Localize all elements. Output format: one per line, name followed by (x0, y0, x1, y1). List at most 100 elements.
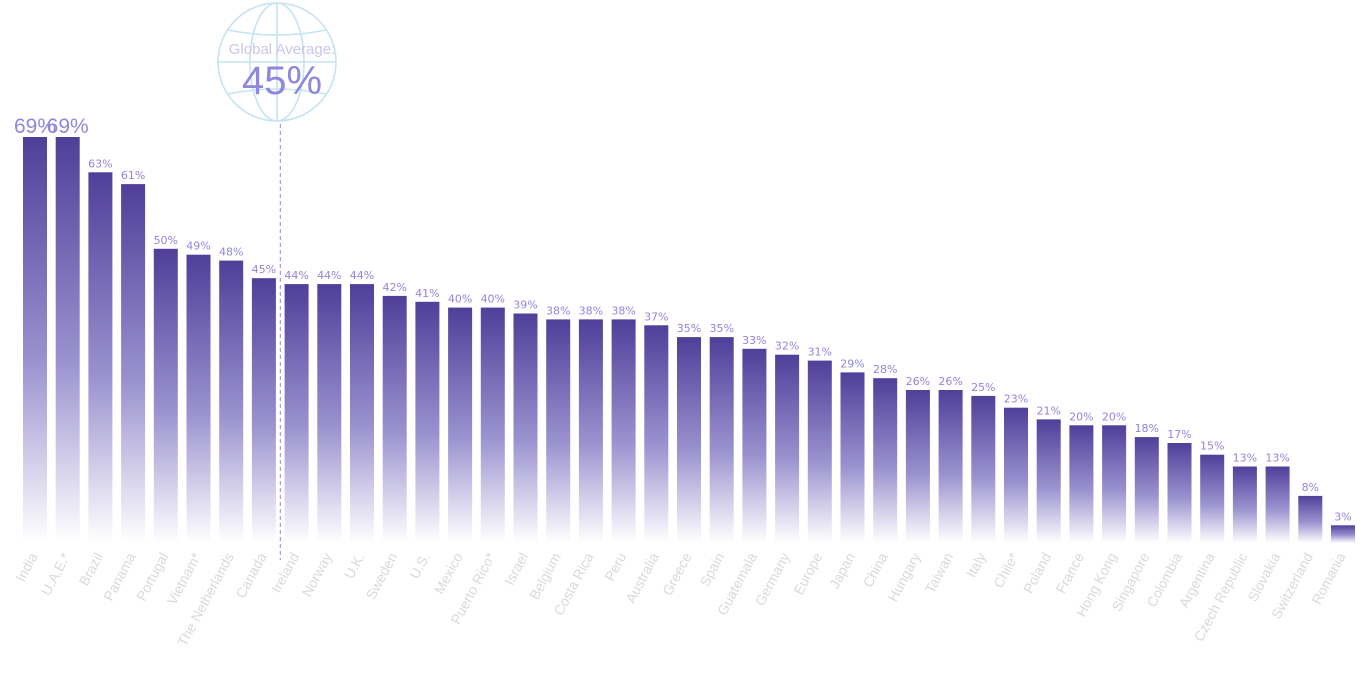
category-label-8: Ireland (268, 550, 302, 595)
value-label-21: 35% (709, 322, 733, 335)
value-label-28: 26% (938, 375, 962, 388)
bar-37 (1232, 466, 1257, 543)
bar-2 (88, 172, 113, 544)
value-label-24: 31% (808, 346, 832, 359)
bar-30 (1004, 407, 1028, 543)
value-label-32: 20% (1069, 410, 1093, 423)
bar-29 (971, 395, 996, 543)
category-label-20: Greece (659, 550, 695, 598)
bar-27 (905, 390, 930, 543)
value-label-19: 37% (644, 310, 668, 323)
value-label-37: 13% (1233, 452, 1257, 465)
value-label-29: 25% (971, 381, 995, 394)
category-label-15: Israel (501, 550, 531, 588)
value-label-6: 48% (219, 246, 243, 259)
bar-6 (219, 260, 244, 543)
bar-3 (121, 184, 146, 543)
category-label-1: U.A.E.* (38, 549, 74, 598)
category-label-18: Peru (601, 550, 629, 584)
category-label-2: Brazil (75, 550, 106, 588)
bar-40 (1331, 525, 1355, 543)
bar-34 (1134, 437, 1159, 543)
category-label-21: Spain (696, 550, 727, 589)
category-label-7: Canada (232, 550, 269, 601)
category-label-10: U.K. (341, 550, 368, 582)
value-label-22: 33% (742, 334, 766, 347)
value-label-26: 28% (873, 363, 897, 376)
value-label-9: 44% (317, 269, 341, 282)
bar-11 (382, 295, 407, 543)
bar-35 (1167, 443, 1192, 543)
category-label-31: Poland (1020, 550, 1055, 596)
category-label-30: Chile* (990, 549, 1022, 590)
bar-1 (55, 137, 80, 543)
bar-23 (775, 354, 800, 543)
value-label-34: 18% (1135, 422, 1159, 435)
bar-36 (1200, 454, 1225, 543)
category-label-11: Sweden (362, 550, 400, 602)
value-label-25: 29% (840, 357, 864, 370)
value-label-14: 40% (481, 293, 505, 306)
category-label-12: U.S. (406, 550, 433, 582)
category-label-29: Italy (963, 550, 989, 580)
value-label-23: 32% (775, 340, 799, 353)
category-label-28: Taiwan (922, 550, 957, 596)
global-average-marker: Global Average: 45% (217, 2, 337, 560)
value-label-33: 20% (1102, 410, 1126, 423)
value-label-18: 38% (611, 304, 635, 317)
bar-26 (873, 378, 898, 543)
bar-24 (807, 360, 832, 543)
bar-28 (938, 390, 963, 543)
bar-9 (317, 284, 342, 543)
bar-20 (677, 337, 701, 543)
bar-4 (153, 248, 178, 544)
bar-15 (513, 313, 538, 543)
bar-21 (709, 337, 734, 543)
bar-18 (611, 319, 636, 543)
category-label-25: Japan (826, 550, 858, 591)
bar-19 (644, 325, 669, 543)
category-label-32: France (1052, 550, 1087, 596)
category-label-9: Norway (299, 550, 335, 599)
category-label-0: India (12, 550, 40, 585)
bar-8 (284, 284, 309, 543)
bar-17 (578, 319, 603, 543)
value-label-8: 44% (284, 269, 308, 282)
value-label-31: 21% (1036, 404, 1060, 417)
bar-14 (480, 307, 505, 543)
bar-10 (350, 284, 374, 543)
value-label-36: 15% (1200, 440, 1224, 453)
category-label-24: Europe (790, 550, 825, 598)
value-label-4: 50% (154, 234, 178, 247)
bar-22 (742, 348, 767, 543)
category-label-26: China (860, 550, 891, 590)
value-label-20: 35% (677, 322, 701, 335)
value-label-39: 8% (1302, 481, 1319, 494)
value-label-27: 26% (906, 375, 930, 388)
value-label-11: 42% (382, 281, 406, 294)
value-labels-group: 69%69% 63% 61% 50% 49% 48% 45% 44% 44% 44% 42% 41% 4… (14, 115, 1352, 523)
bar-25 (840, 372, 865, 543)
bar-16 (546, 319, 571, 543)
value-label-38: 13% (1265, 452, 1289, 465)
category-label-13: Mexico (431, 550, 466, 597)
bar-5 (186, 254, 211, 543)
value-label-16: 38% (546, 304, 570, 317)
value-label-40: 3% (1334, 510, 1351, 523)
value-label-35: 17% (1167, 428, 1191, 441)
value-label-30: 23% (1004, 393, 1028, 406)
value-label-17: 38% (579, 304, 603, 317)
average-caption: Global Average: (229, 41, 335, 58)
bar-0 (23, 137, 47, 543)
bar-31 (1036, 419, 1061, 543)
value-label-1: 69% (47, 115, 89, 138)
globe-icon (217, 2, 337, 122)
average-value: 45% (242, 59, 322, 103)
value-label-5: 49% (186, 240, 210, 253)
bar-32 (1069, 425, 1094, 543)
bar-39 (1298, 495, 1323, 543)
value-label-15: 39% (513, 299, 537, 312)
value-label-13: 40% (448, 293, 472, 306)
